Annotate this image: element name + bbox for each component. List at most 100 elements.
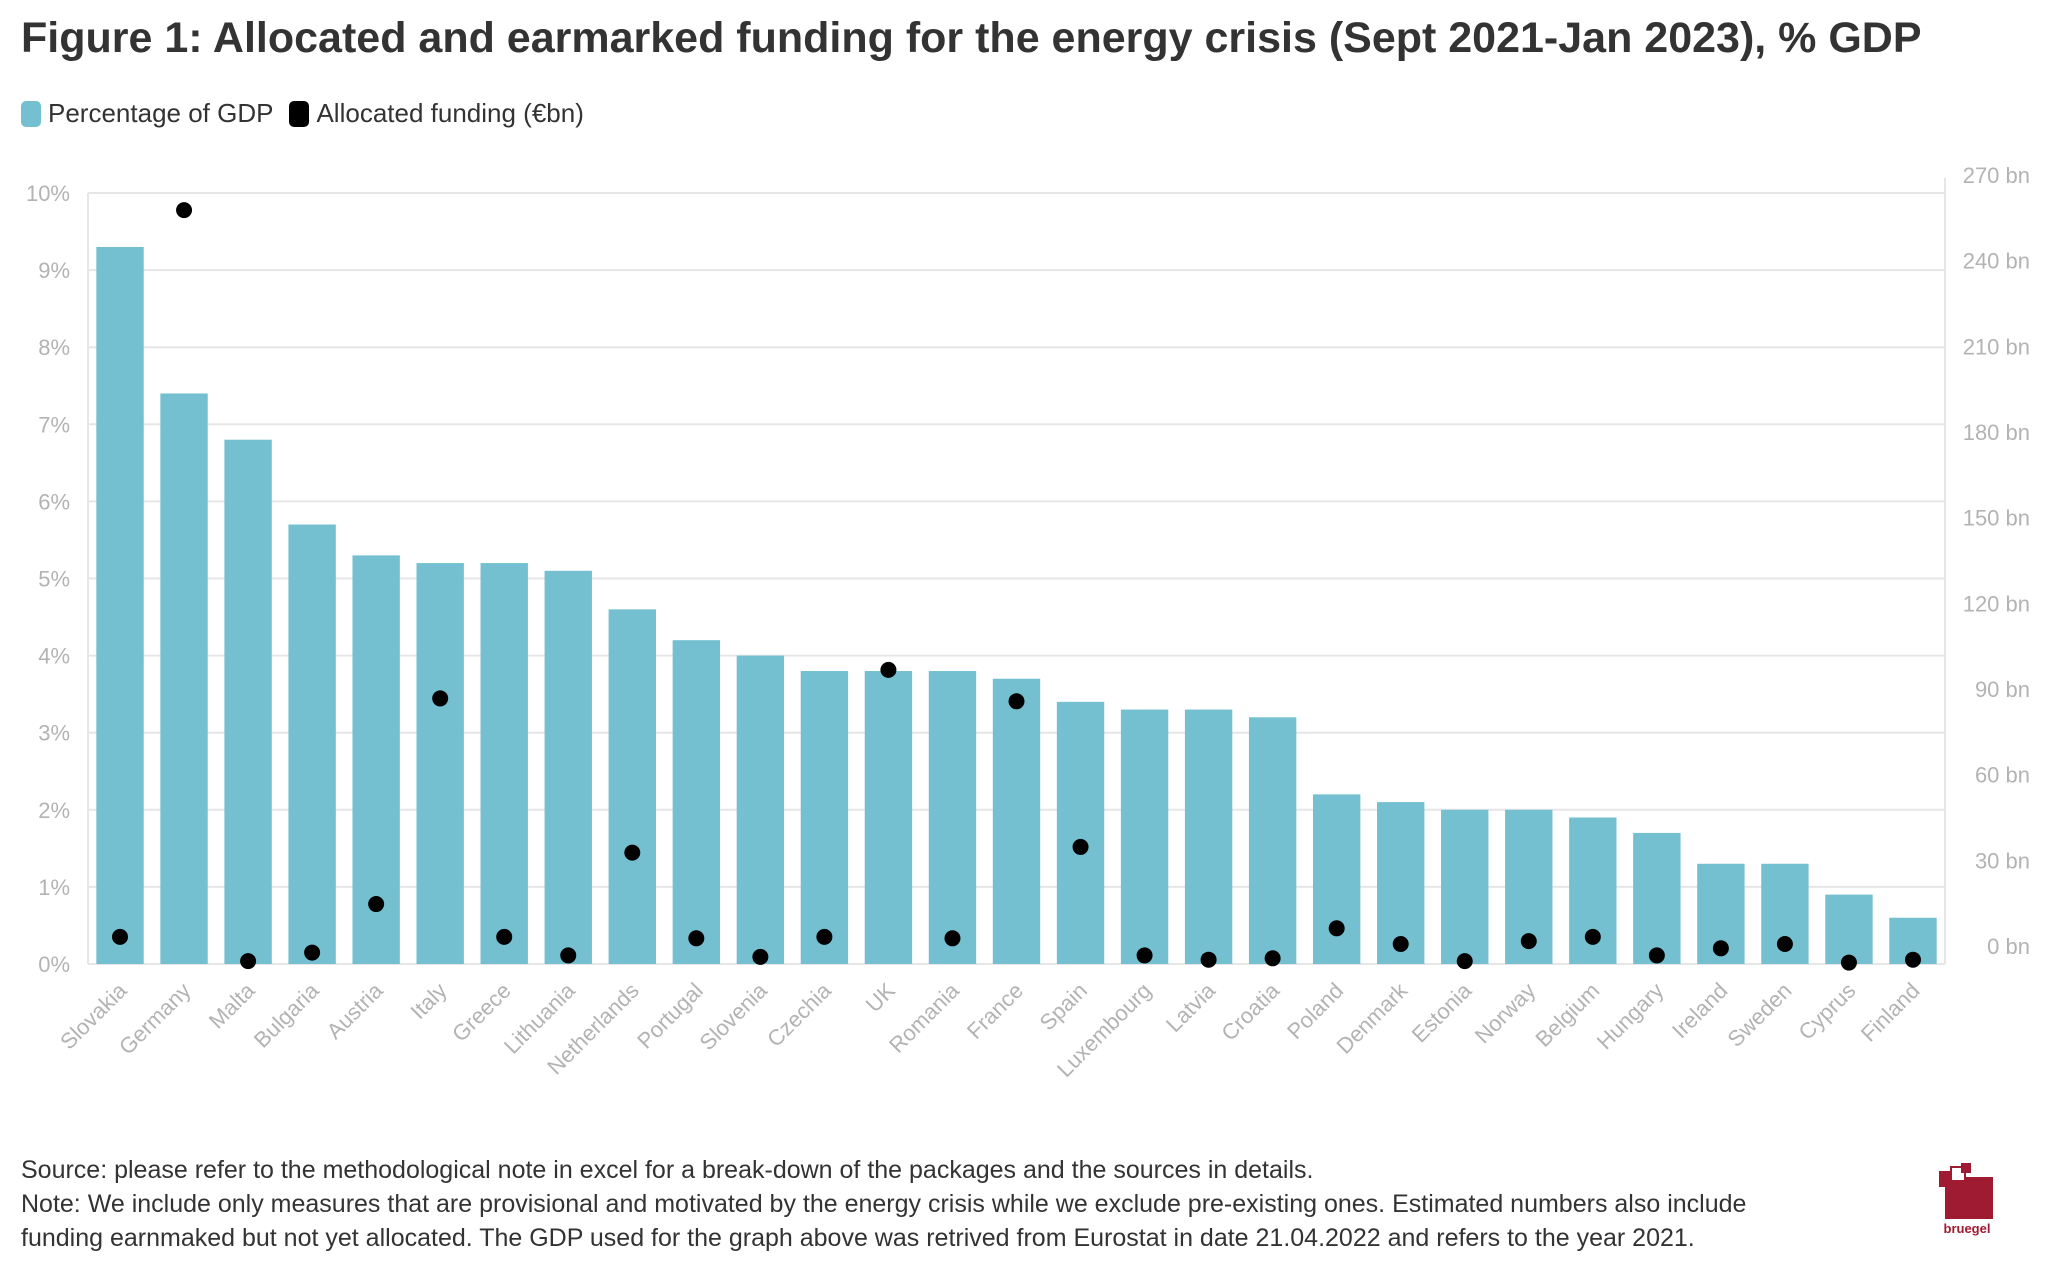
left-tick-label: 9% bbox=[38, 258, 70, 283]
dot-croatia bbox=[1264, 950, 1281, 967]
dot-portugal bbox=[688, 930, 705, 947]
chart-title: Figure 1: Allocated and earmarked fundin… bbox=[21, 14, 1922, 62]
legend-item-funding[interactable]: Allocated funding (€bn) bbox=[289, 98, 584, 129]
bar-estonia bbox=[1441, 809, 1489, 964]
category-label: Austria bbox=[322, 977, 389, 1044]
left-tick-label: 0% bbox=[38, 952, 70, 977]
right-tick-label: 270 bn bbox=[1963, 163, 2030, 188]
legend-label-funding: Allocated funding (€bn) bbox=[316, 98, 584, 128]
bar-malta bbox=[224, 439, 272, 965]
category-label: Spain bbox=[1035, 978, 1092, 1035]
dot-slovakia bbox=[112, 928, 129, 945]
dot-norway bbox=[1520, 933, 1537, 950]
bar-bulgaria bbox=[288, 524, 336, 964]
bars bbox=[96, 246, 1937, 965]
dot-bulgaria bbox=[304, 944, 321, 961]
legend-label-gdp: Percentage of GDP bbox=[48, 98, 274, 128]
dot-romania bbox=[944, 930, 961, 947]
category-label: Germany bbox=[114, 978, 196, 1060]
category-label: Bulgaria bbox=[249, 977, 324, 1052]
left-tick-label: 2% bbox=[38, 798, 70, 823]
legend-item-gdp[interactable]: Percentage of GDP bbox=[21, 98, 273, 129]
bar-slovenia bbox=[736, 655, 785, 964]
dot-hungary bbox=[1648, 947, 1665, 964]
bar-luxembourg bbox=[1120, 709, 1169, 964]
dot-italy bbox=[432, 690, 449, 707]
right-tick-label: 0 bn bbox=[1987, 934, 2030, 959]
dot-czechia bbox=[816, 928, 833, 945]
right-tick-label: 210 bn bbox=[1963, 334, 2030, 359]
dot-cyprus bbox=[1840, 954, 1857, 971]
category-label: UK bbox=[861, 978, 901, 1018]
logo-text: bruegel bbox=[1943, 1221, 1991, 1236]
bar-portugal bbox=[672, 640, 721, 964]
source-text: Source: please refer to the methodologic… bbox=[21, 1156, 1314, 1184]
legend: Percentage of GDP Allocated funding (€bn… bbox=[21, 98, 600, 129]
dot-ireland bbox=[1712, 940, 1729, 957]
bar-latvia bbox=[1184, 709, 1233, 964]
category-label: Czechia bbox=[762, 977, 836, 1051]
dot-poland bbox=[1328, 920, 1345, 937]
left-tick-label: 6% bbox=[38, 489, 70, 514]
dot-france bbox=[1008, 693, 1025, 710]
note-line-2: funding earnmaked but not yet allocated.… bbox=[21, 1224, 1695, 1252]
right-tick-label: 30 bn bbox=[1975, 848, 2030, 873]
left-tick-label: 3% bbox=[38, 721, 70, 746]
bruegel-logo-icon bbox=[1939, 1163, 1993, 1219]
dots bbox=[112, 202, 1921, 971]
dot-greece bbox=[496, 928, 513, 945]
bar-cyprus bbox=[1825, 894, 1873, 964]
right-tick-label: 180 bn bbox=[1963, 420, 2030, 445]
category-label: France bbox=[962, 978, 1028, 1044]
dot-estonia bbox=[1456, 953, 1473, 970]
dot-belgium bbox=[1584, 928, 1601, 945]
left-tick-label: 8% bbox=[38, 335, 70, 360]
bar-czechia bbox=[800, 671, 849, 964]
category-label: Hungary bbox=[1592, 978, 1668, 1054]
bar-hungary bbox=[1633, 832, 1681, 964]
left-axis: 0% 1% 2% 3% 4% 5% 6% 7% 8% 9% 10% bbox=[26, 181, 70, 977]
legend-swatch-gdp bbox=[21, 100, 41, 127]
category-label: Belgium bbox=[1530, 978, 1604, 1052]
bar-spain bbox=[1056, 701, 1105, 964]
dot-spain bbox=[1072, 838, 1089, 855]
note-line-1: Note: We include only measures that are … bbox=[21, 1190, 1747, 1218]
bar-croatia bbox=[1248, 717, 1297, 964]
category-label: Finland bbox=[1856, 978, 1925, 1047]
footer: Source: please refer to the methodologic… bbox=[21, 1153, 1901, 1255]
dot-slovenia bbox=[752, 948, 769, 965]
bar-germany bbox=[160, 393, 208, 964]
category-label: Croatia bbox=[1216, 977, 1284, 1045]
right-tick-label: 240 bn bbox=[1963, 249, 2030, 274]
bar-poland bbox=[1312, 794, 1361, 964]
dot-finland bbox=[1904, 951, 1921, 968]
combo-chart: 0% 1% 2% 3% 4% 5% 6% 7% 8% 9% 10% 0 bn 30 bn 60 bn 90… bbox=[26, 163, 2030, 1082]
dot-austria bbox=[368, 896, 385, 913]
dot-latvia bbox=[1200, 951, 1217, 968]
category-label: Malta bbox=[204, 977, 260, 1033]
left-tick-label: 1% bbox=[38, 875, 70, 900]
bar-lithuania bbox=[544, 570, 592, 964]
left-tick-label: 5% bbox=[38, 567, 70, 592]
category-label: Romania bbox=[884, 977, 964, 1057]
dot-uk bbox=[880, 661, 897, 678]
bar-italy bbox=[416, 563, 464, 964]
bar-netherlands bbox=[608, 609, 656, 964]
dot-malta bbox=[240, 953, 257, 970]
right-axis: 0 bn 30 bn 60 bn 90 bn 120 bn 150 bn 180 bn 210… bbox=[1963, 163, 2030, 959]
bar-france bbox=[992, 678, 1041, 964]
right-tick-label: 90 bn bbox=[1975, 677, 2030, 702]
legend-swatch-funding bbox=[289, 100, 310, 127]
left-tick-label: 10% bbox=[26, 181, 70, 206]
dot-sweden bbox=[1776, 936, 1793, 953]
right-tick-label: 150 bn bbox=[1963, 506, 2030, 531]
category-label: Estonia bbox=[1407, 977, 1477, 1047]
category-label: Denmark bbox=[1331, 977, 1412, 1058]
category-label: Latvia bbox=[1161, 977, 1221, 1037]
category-label: Slovenia bbox=[695, 977, 773, 1055]
right-tick-label: 60 bn bbox=[1975, 763, 2030, 788]
category-label: Portugal bbox=[632, 978, 708, 1054]
bar-uk bbox=[864, 671, 913, 964]
bar-romania bbox=[928, 671, 977, 964]
dot-netherlands bbox=[624, 844, 641, 861]
